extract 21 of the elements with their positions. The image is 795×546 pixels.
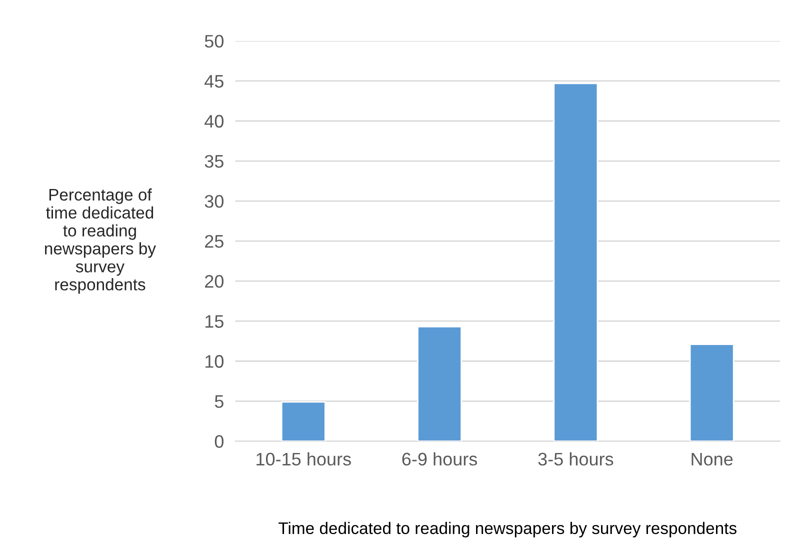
y-tick-label: 10 xyxy=(206,355,224,368)
x-axis-title: Time dedicated to reading newspapers by survey respondents xyxy=(278,522,736,538)
x-tick-label: 6-9 hours xyxy=(402,452,478,466)
y-tick-label: 45 xyxy=(204,75,224,88)
x-tick-label: None xyxy=(692,452,733,466)
x-tick-label: 10-15 hours xyxy=(256,452,351,466)
y-tick-label: 25 xyxy=(205,234,224,248)
y-tick-label: 20 xyxy=(205,275,224,288)
y-tick-label: 35 xyxy=(204,154,224,168)
y-axis-title: Percentage of time dedicated to reading newspapers by survey respondents xyxy=(45,188,156,294)
y-tick-label: 50 xyxy=(204,34,224,48)
x-tick-label: 3-5 hours xyxy=(538,452,614,466)
bar xyxy=(417,326,462,442)
bar xyxy=(689,344,734,442)
y-tick-label: 40 xyxy=(204,114,224,128)
y-tick-label: 30 xyxy=(204,194,224,208)
y-tick-label: 5 xyxy=(214,395,224,408)
y-tick-label: 0 xyxy=(214,435,224,448)
y-tick-label: 15 xyxy=(206,315,224,328)
bar xyxy=(280,401,326,442)
bar xyxy=(553,82,598,442)
